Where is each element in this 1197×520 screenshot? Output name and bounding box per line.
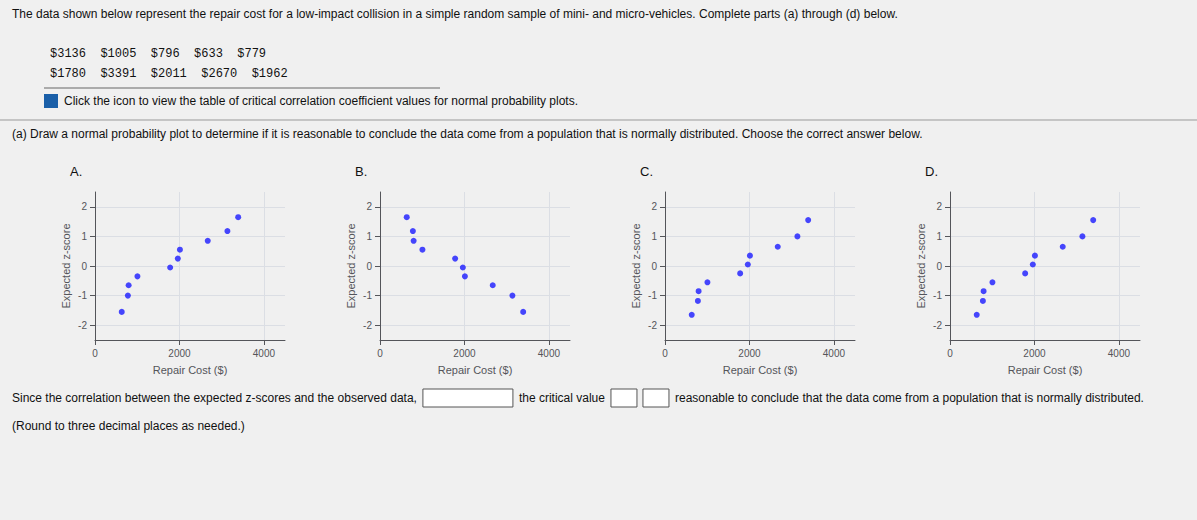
svg-text:0: 0 — [81, 261, 87, 272]
svg-text:-1: -1 — [648, 290, 657, 301]
svg-text:2000: 2000 — [1023, 348, 1046, 359]
svg-text:0: 0 — [377, 348, 383, 359]
svg-text:Expected z-score: Expected z-score — [60, 224, 72, 309]
svg-text:1: 1 — [651, 231, 657, 242]
svg-text:A.: A. — [70, 164, 82, 179]
svg-text:$3136 $1005 $796 $633 $779: $3136 $1005 $796 $633 $779 — [50, 47, 266, 61]
svg-text:2000: 2000 — [738, 348, 761, 359]
svg-text:4000: 4000 — [253, 348, 276, 359]
svg-text:1: 1 — [81, 231, 87, 242]
svg-text:-2: -2 — [78, 320, 87, 331]
svg-text:B.: B. — [355, 164, 367, 179]
svg-text:-2: -2 — [648, 320, 657, 331]
svg-text:2: 2 — [81, 201, 87, 212]
svg-text:0: 0 — [651, 261, 657, 272]
svg-text:Repair Cost ($): Repair Cost ($) — [723, 364, 798, 376]
svg-text:2: 2 — [651, 201, 657, 212]
svg-text:2000: 2000 — [453, 348, 476, 359]
svg-text:0: 0 — [366, 261, 372, 272]
svg-text:$1780 $3391 $2011 $2670 $1: $1780 $3391 $2011 $2670 $1962 — [50, 67, 288, 81]
svg-text:4000: 4000 — [1108, 348, 1131, 359]
svg-text:Repair Cost ($): Repair Cost ($) — [1008, 364, 1083, 376]
svg-text:2000: 2000 — [168, 348, 191, 359]
svg-text:0: 0 — [662, 348, 668, 359]
svg-text:0: 0 — [936, 261, 942, 272]
svg-text:Expected z-score: Expected z-score — [630, 224, 642, 309]
svg-text:1: 1 — [366, 231, 372, 242]
svg-text:-2: -2 — [363, 320, 372, 331]
svg-text:-2: -2 — [933, 320, 942, 331]
svg-text:0: 0 — [947, 348, 953, 359]
svg-text:1: 1 — [936, 231, 942, 242]
svg-text:4000: 4000 — [823, 348, 846, 359]
svg-text:-1: -1 — [78, 290, 87, 301]
svg-text:4000: 4000 — [538, 348, 561, 359]
svg-text:D.: D. — [925, 164, 938, 179]
svg-text:the critical value: the critical value — [519, 391, 605, 405]
svg-text:Expected z-score: Expected z-score — [915, 224, 927, 309]
svg-text:Since the correlation between: Since the correlation between the expect… — [12, 391, 417, 405]
svg-text:-1: -1 — [933, 290, 942, 301]
svg-text:Repair Cost ($): Repair Cost ($) — [438, 364, 513, 376]
svg-text:Click the icon to view the tab: Click the icon to view the table of crit… — [64, 94, 578, 108]
svg-text:reasonable to conclude that th: reasonable to conclude that the data com… — [675, 391, 1144, 405]
svg-text:Expected z-score: Expected z-score — [345, 224, 357, 309]
svg-text:0: 0 — [92, 348, 98, 359]
svg-text:-1: -1 — [363, 290, 372, 301]
svg-text:(Round to three decimal places: (Round to three decimal places as needed… — [12, 419, 245, 433]
svg-text:The data shown below represent: The data shown below represent the repai… — [12, 7, 898, 21]
svg-text:(a) Draw a normal probability: (a) Draw a normal probability plot to de… — [12, 127, 922, 141]
svg-text:2: 2 — [366, 201, 372, 212]
svg-text:Repair Cost ($): Repair Cost ($) — [153, 364, 228, 376]
svg-text:2: 2 — [936, 201, 942, 212]
svg-text:C.: C. — [640, 164, 653, 179]
